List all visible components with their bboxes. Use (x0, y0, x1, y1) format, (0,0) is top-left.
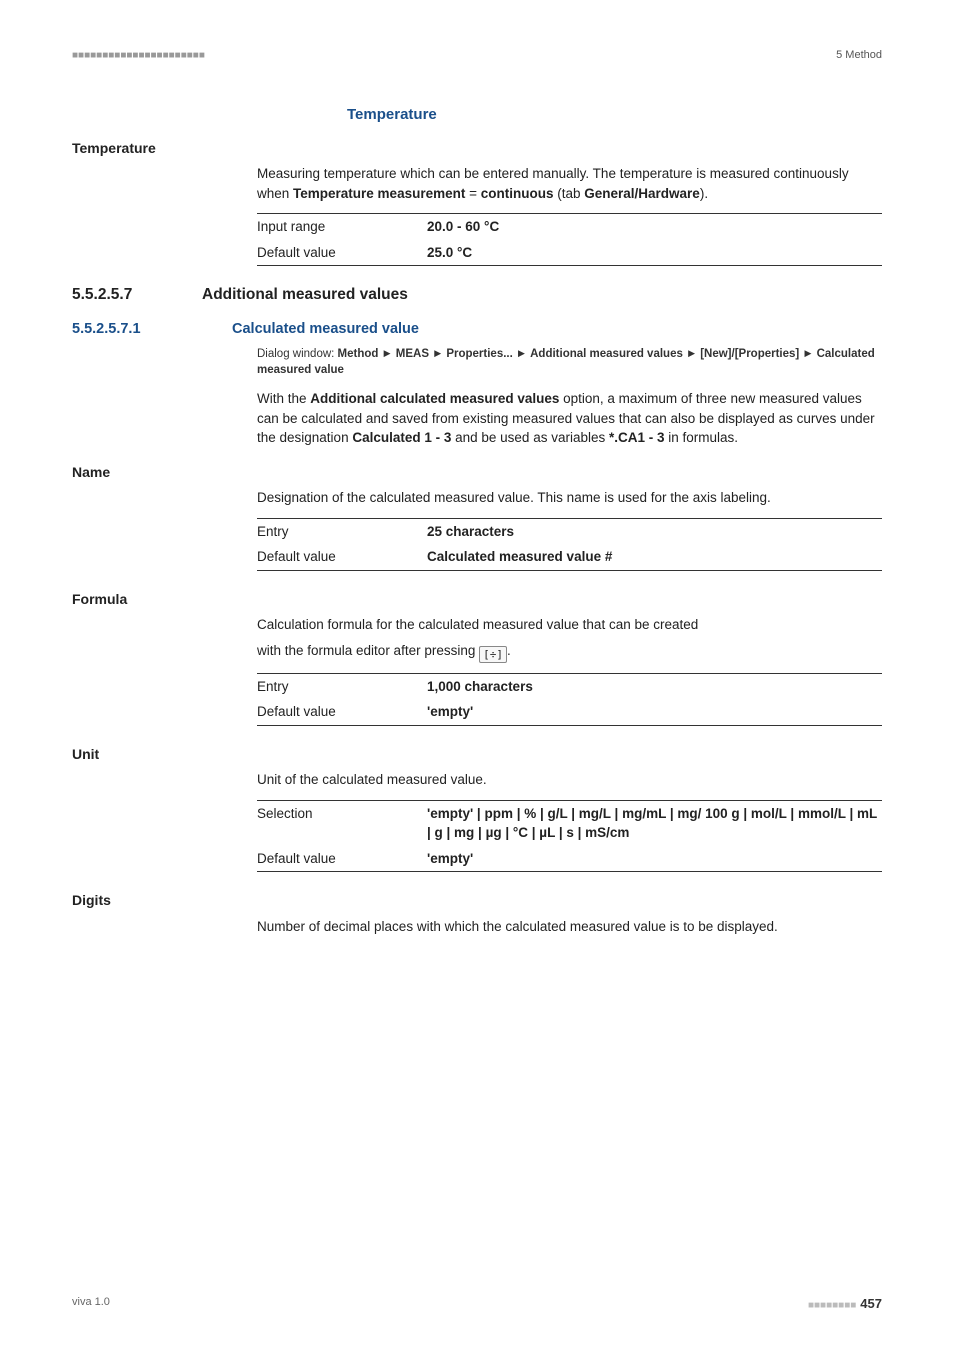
text: and be used as variables (451, 430, 609, 445)
crumb: Properties... (446, 348, 512, 360)
footer-dashes: ■■■■■■■■ (808, 1300, 856, 1311)
header-dashes: ■■■■■■■■■■■■■■■■■■■■■■ (72, 49, 205, 64)
text: With the (257, 391, 310, 406)
dialog-path: Dialog window: Method ▶ MEAS ▶ Propertie… (257, 346, 882, 379)
text: Number of decimal places with which the … (257, 917, 882, 937)
cell-value: 'empty' | ppm | % | g/L | mg/L | mg/mL |… (427, 800, 882, 846)
footer-page-number: 457 (860, 1296, 882, 1311)
para-digits: Number of decimal places with which the … (257, 917, 882, 937)
field-label-name: Name (72, 462, 882, 482)
page-header: ■■■■■■■■■■■■■■■■■■■■■■ 5 Method (72, 48, 882, 64)
para-name: Designation of the calculated measured v… (257, 488, 882, 508)
chevron-right-icon: ▶ (382, 348, 393, 358)
subheading-temperature: Temperature (347, 104, 882, 126)
text-bold: Additional calculated measured values (310, 391, 559, 406)
para-intro: With the Additional calculated measured … (257, 389, 882, 448)
crumb: Additional measured values (530, 348, 683, 360)
cell-label: Default value (257, 240, 427, 266)
section-heading: 5.5.2.5.7 Additional measured values (72, 284, 882, 306)
header-chapter: 5 Method (836, 48, 882, 64)
field-label-formula: Formula (72, 589, 882, 609)
crumb: MEAS (396, 348, 429, 360)
text: in formulas. (665, 430, 739, 445)
subsection-heading: 5.5.2.5.7.1 Calculated measured value (72, 319, 882, 340)
cell-value: 1,000 characters (427, 673, 882, 699)
footer-page: ■■■■■■■■ 457 (808, 1295, 882, 1314)
cell-label: Entry (257, 673, 427, 699)
subsection-number: 5.5.2.5.7.1 (72, 319, 232, 340)
section-title: Additional measured values (202, 284, 408, 306)
para-unit: Unit of the calculated measured value. (257, 770, 882, 790)
table-row: Selection 'empty' | ppm | % | g/L | mg/L… (257, 800, 882, 846)
cell-label: Input range (257, 214, 427, 240)
text: Dialog window: (257, 348, 338, 360)
cell-label: Selection (257, 800, 427, 846)
cell-label: Entry (257, 518, 427, 544)
spec-table-temperature: Input range 20.0 - 60 °C Default value 2… (257, 213, 882, 266)
text: Designation of the calculated measured v… (257, 488, 882, 508)
para-temperature: Measuring temperature which can be enter… (257, 164, 882, 203)
cell-label: Default value (257, 699, 427, 725)
text: . (507, 643, 511, 658)
field-label-temperature: Temperature (72, 138, 882, 158)
text: Unit of the calculated measured value. (257, 770, 882, 790)
text: with the formula editor after pressing (257, 643, 479, 658)
table-row: Default value 'empty' (257, 846, 882, 872)
crumb: [New]/[Properties] (700, 348, 799, 360)
text: (tab (554, 186, 585, 201)
text-bold: continuous (481, 186, 554, 201)
cell-value: 20.0 - 60 °C (427, 214, 882, 240)
table-row: Default value Calculated measured value … (257, 544, 882, 570)
para-formula: Calculation formula for the calculated m… (257, 615, 882, 663)
chevron-right-icon: ▶ (802, 348, 813, 358)
text: Calculation formula for the calculated m… (257, 615, 882, 635)
spec-table-name: Entry 25 characters Default value Calcul… (257, 518, 882, 571)
table-row: Default value 25.0 °C (257, 240, 882, 266)
cell-value: 25 characters (427, 518, 882, 544)
section-number: 5.5.2.5.7 (72, 284, 202, 306)
cell-value: 'empty' (427, 699, 882, 725)
spec-table-unit: Selection 'empty' | ppm | % | g/L | mg/L… (257, 800, 882, 873)
spec-table-formula: Entry 1,000 characters Default value 'em… (257, 673, 882, 726)
table-row: Entry 1,000 characters (257, 673, 882, 699)
chevron-right-icon: ▶ (432, 348, 443, 358)
page-footer: viva 1.0 ■■■■■■■■ 457 (72, 1295, 882, 1314)
subsection-title: Calculated measured value (232, 319, 419, 340)
crumb: Method (338, 348, 379, 360)
text-bold: Calculated 1 - 3 (352, 430, 451, 445)
table-row: Entry 25 characters (257, 518, 882, 544)
text-bold: *.CA1 - 3 (609, 430, 665, 445)
chevron-right-icon: ▶ (686, 348, 697, 358)
table-row: Input range 20.0 - 60 °C (257, 214, 882, 240)
cell-value: Calculated measured value # (427, 544, 882, 570)
text-bold: Temperature measurement (293, 186, 465, 201)
table-row: Default value 'empty' (257, 699, 882, 725)
formula-editor-icon: [÷] (479, 646, 507, 663)
text: ). (700, 186, 708, 201)
chevron-right-icon: ▶ (516, 348, 527, 358)
cell-value: 'empty' (427, 846, 882, 872)
text-bold: General/Hardware (584, 186, 700, 201)
cell-label: Default value (257, 846, 427, 872)
text: = (465, 186, 480, 201)
footer-product: viva 1.0 (72, 1295, 110, 1314)
field-label-digits: Digits (72, 890, 882, 910)
field-label-unit: Unit (72, 744, 882, 764)
cell-label: Default value (257, 544, 427, 570)
cell-value: 25.0 °C (427, 240, 882, 266)
